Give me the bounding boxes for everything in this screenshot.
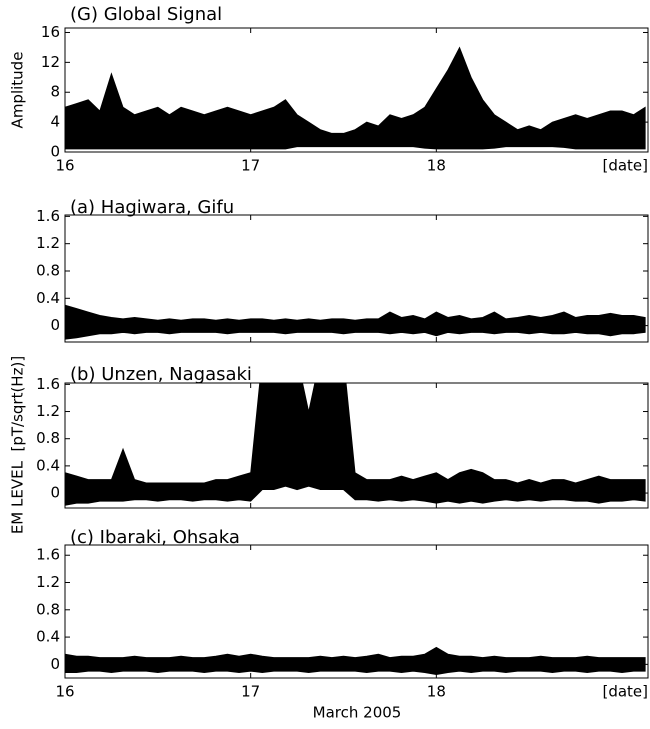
y-tick-label: 0.4 [36,456,60,474]
y-tick-label: 16 [41,23,60,41]
y-tick-label: 4 [50,113,60,131]
x-tick-label: 18 [427,683,446,701]
axes-box [64,27,649,153]
y-tick-label: 12 [41,53,60,71]
y-tick-label: 8 [50,83,60,101]
y-tick-label: 1.6 [36,546,60,564]
panel-title: (a) Hagiwara, Gifu [70,197,234,218]
axes-box [64,214,649,343]
y-tick-label: 1.2 [36,234,60,252]
x-tick-label: 17 [241,683,260,701]
axes-box [64,382,649,509]
x-axis-label: March 2005 [313,704,402,722]
signal-area [65,304,646,340]
x-unit-label: [date] [602,157,648,175]
plot-area [65,46,646,150]
y-tick-label: 1.6 [36,207,60,225]
y-axis-label: EM LEVEL [pT/sqrt(Hz)] [9,356,27,534]
y-tick-label: 0 [50,484,60,502]
x-unit-label: [date] [602,683,648,701]
x-tick-label: 16 [55,683,74,701]
y-tick-label: 0 [50,143,60,161]
y-tick-label: 0.8 [36,429,60,447]
y-tick-label: 0 [50,655,60,673]
y-tick-label: 0.8 [36,600,60,618]
signal-area [65,46,646,150]
plot-area [65,383,646,506]
x-tick-label: 18 [427,157,446,175]
y-tick-label: 1.2 [36,573,60,591]
y-tick-label: 0.4 [36,628,60,646]
panel-title: (b) Unzen, Nagasaki [70,364,252,385]
signal-area [65,383,646,506]
y-tick-label: 1.2 [36,402,60,420]
y-axis-label: Amplitude [9,52,27,129]
signal-area [65,646,646,675]
x-tick-label: 17 [241,157,260,175]
plot-area [65,646,646,675]
y-tick-label: 0 [50,316,60,334]
y-tick-label: 0.8 [36,261,60,279]
panel-title: (c) Ibaraki, Ohsaka [70,527,240,548]
y-tick-label: 1.6 [36,375,60,393]
axes-box [64,544,649,679]
y-tick-label: 0.4 [36,289,60,307]
x-tick-label: 16 [55,157,74,175]
plot-area [65,304,646,340]
panel-title: (G) Global Signal [70,4,222,25]
